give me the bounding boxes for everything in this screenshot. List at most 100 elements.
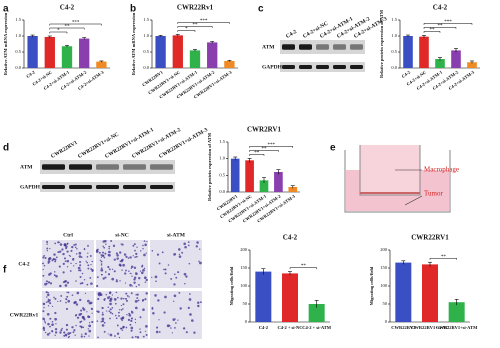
cell (81, 333, 83, 335)
cell (130, 326, 134, 330)
cell (188, 262, 191, 265)
cell (63, 331, 66, 334)
cell (184, 245, 187, 249)
cell (124, 282, 127, 284)
cell (104, 276, 107, 279)
cell (111, 277, 115, 281)
cell (109, 317, 111, 320)
cell (90, 268, 92, 270)
blot-band (282, 44, 295, 50)
cell (90, 264, 92, 266)
cell (128, 270, 130, 272)
cell (111, 312, 114, 315)
cell (170, 277, 173, 280)
micrograph-row-label: CWR22Rv1 (10, 312, 39, 318)
bar (79, 38, 90, 68)
cell (51, 330, 54, 333)
cell (104, 298, 106, 300)
cell (199, 261, 202, 265)
cell (139, 270, 142, 272)
cell (136, 336, 140, 339)
chart-title: CWR22RV1 (411, 234, 449, 242)
cell (59, 284, 62, 288)
cell (133, 266, 137, 270)
cell (100, 254, 103, 256)
cell (65, 301, 67, 304)
cell (199, 301, 202, 304)
y-tick-label: 150 (380, 265, 388, 270)
cell (76, 247, 78, 250)
cell (174, 327, 176, 329)
cell (96, 276, 99, 279)
panel-label: f (3, 265, 7, 276)
cell (57, 251, 60, 254)
cell (199, 248, 201, 250)
cell (46, 240, 49, 243)
bar (422, 264, 438, 322)
cell (64, 260, 67, 263)
cell (172, 318, 176, 321)
cell (108, 247, 110, 250)
cell (82, 307, 85, 310)
cell (144, 330, 147, 332)
blot-band (299, 44, 312, 50)
cell (114, 302, 117, 305)
bar (27, 36, 38, 68)
chart-title: C4-2 (433, 4, 448, 12)
cell (43, 264, 46, 267)
cell (138, 276, 141, 280)
cell (49, 247, 51, 250)
significance-label: * (185, 27, 188, 32)
cell (83, 248, 86, 251)
blot-band (96, 164, 119, 170)
cell (45, 301, 48, 303)
cell (54, 331, 58, 334)
cell (111, 268, 114, 270)
cell (42, 268, 44, 271)
cell (101, 317, 105, 321)
cell (141, 265, 144, 268)
significance-label: ** (430, 28, 436, 33)
cell (96, 320, 99, 322)
cell (124, 272, 127, 275)
cell (66, 250, 69, 253)
cell (80, 309, 83, 312)
cell (42, 256, 45, 259)
cell (130, 310, 133, 313)
cell (125, 255, 128, 258)
cell (88, 302, 92, 305)
lane-label: CWR22RV1+si-ATM-3 (158, 127, 209, 160)
cell (115, 280, 119, 283)
cell (47, 291, 49, 294)
cell (59, 243, 63, 246)
cell (118, 309, 121, 311)
cell (73, 265, 75, 267)
significance-label: * (57, 29, 60, 34)
cell (83, 318, 86, 321)
y-tick-label: 1.5 (391, 17, 397, 22)
cell (74, 334, 76, 336)
y-axis-label: Relative ATM mRNA expression (131, 12, 136, 75)
cell (134, 318, 137, 320)
cell (167, 264, 170, 266)
cell (51, 305, 54, 308)
cell (151, 249, 154, 252)
cell (127, 257, 130, 259)
cell (66, 259, 70, 263)
cell (89, 276, 92, 279)
cell (135, 252, 138, 255)
cell (100, 264, 103, 266)
cell (91, 260, 94, 263)
cell (164, 268, 167, 271)
cell (146, 241, 148, 243)
cell (125, 297, 128, 300)
cell (66, 295, 69, 298)
cell (135, 255, 138, 258)
cell (72, 258, 75, 260)
cell (108, 250, 111, 254)
cell (45, 291, 48, 294)
cell (75, 253, 78, 255)
cell (158, 262, 161, 265)
cell (123, 253, 127, 256)
cell (54, 260, 57, 263)
